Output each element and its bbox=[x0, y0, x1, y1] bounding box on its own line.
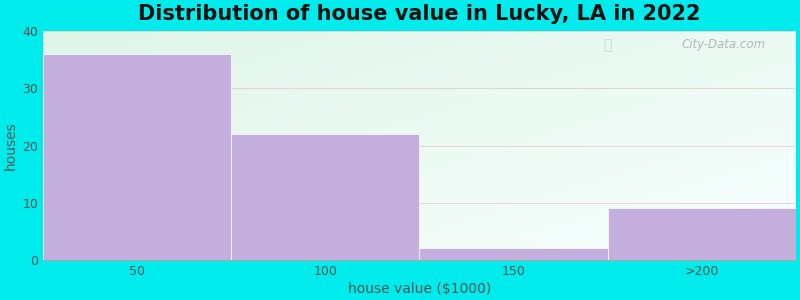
Bar bbox=[419, 248, 608, 260]
Bar bbox=[608, 208, 796, 260]
X-axis label: house value ($1000): house value ($1000) bbox=[348, 282, 491, 296]
Text: Ⓞ: Ⓞ bbox=[603, 38, 611, 52]
Bar bbox=[43, 54, 231, 260]
Text: City-Data.com: City-Data.com bbox=[682, 38, 766, 51]
Y-axis label: houses: houses bbox=[4, 121, 18, 170]
Bar bbox=[231, 134, 419, 260]
Title: Distribution of house value in Lucky, LA in 2022: Distribution of house value in Lucky, LA… bbox=[138, 4, 701, 24]
